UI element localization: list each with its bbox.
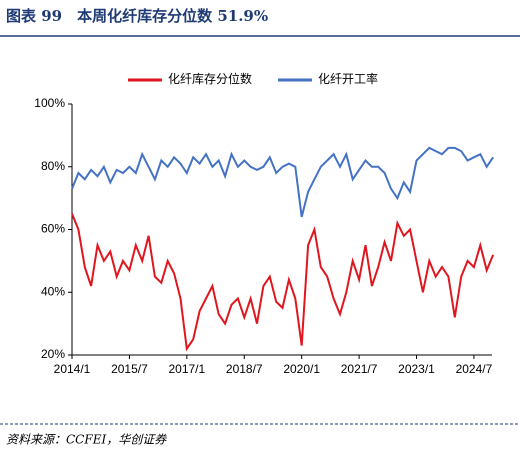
y-tick-label: 100%	[34, 96, 65, 110]
x-tick-label: 2023/1	[398, 362, 435, 376]
y-tick-label: 60%	[41, 222, 65, 236]
x-tick-label: 2020/1	[283, 362, 320, 376]
legend-label: 化纤库存分位数	[168, 71, 252, 86]
chart-title: 图表 99 本周化纤库存分位数 51.9%	[6, 7, 268, 25]
x-tick-label: 2017/1	[168, 362, 205, 376]
x-tick-label: 2014/1	[54, 362, 91, 376]
y-tick-label: 20%	[41, 347, 65, 361]
x-tick-label: 2021/7	[341, 362, 378, 376]
y-tick-label: 80%	[41, 159, 65, 173]
x-tick-label: 2015/7	[111, 362, 148, 376]
source: 资料来源：CCFEI，华创证券	[6, 433, 167, 447]
x-tick-label: 2018/7	[226, 362, 263, 376]
series-line	[71, 146, 494, 218]
legend-label: 化纤开工率	[318, 71, 378, 86]
x-tick-label: 2024/7	[456, 362, 493, 376]
y-tick-label: 40%	[41, 284, 65, 298]
series-line	[71, 213, 495, 352]
